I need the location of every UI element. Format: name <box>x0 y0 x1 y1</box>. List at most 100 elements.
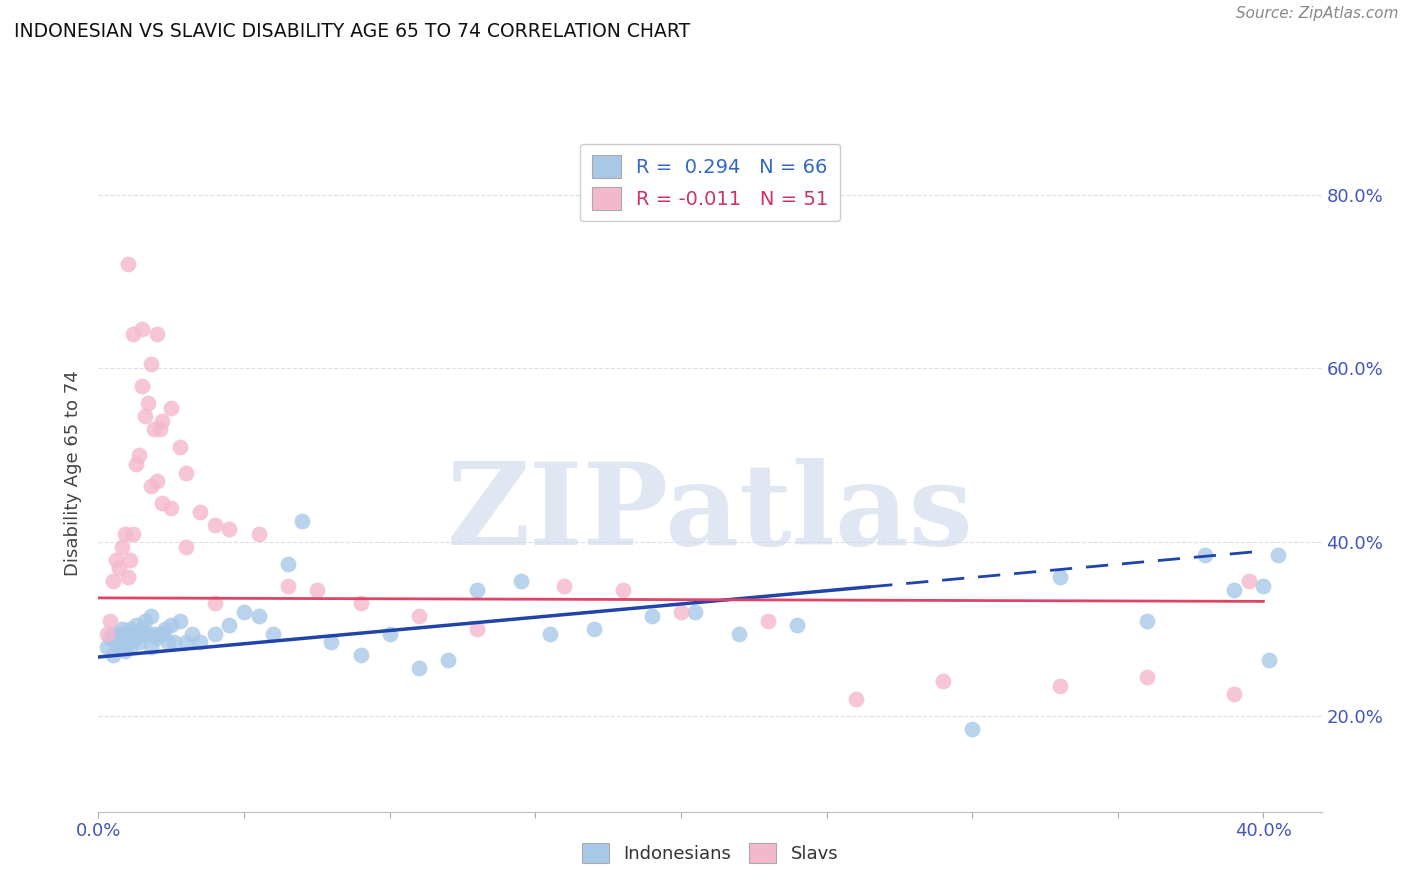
Point <box>131 379 153 393</box>
Point <box>120 622 142 636</box>
Point <box>128 626 150 640</box>
Point <box>122 526 145 541</box>
Point <box>152 496 174 510</box>
Point <box>120 640 142 654</box>
Point <box>756 614 779 628</box>
Point <box>108 561 131 575</box>
Point <box>128 635 150 649</box>
Point <box>169 614 191 628</box>
Point <box>111 540 134 554</box>
Point <box>612 583 634 598</box>
Point <box>1258 652 1281 666</box>
Point <box>128 449 150 463</box>
Point <box>1237 574 1260 589</box>
Point <box>101 648 124 663</box>
Point <box>188 635 212 649</box>
Point <box>114 644 136 658</box>
Point <box>728 626 751 640</box>
Point <box>553 579 575 593</box>
Point <box>1049 679 1071 693</box>
Point <box>509 574 531 589</box>
Point <box>408 661 430 675</box>
Point <box>117 257 139 271</box>
Point <box>96 640 118 654</box>
Point <box>125 631 148 645</box>
Point <box>160 401 183 415</box>
Point <box>247 609 270 624</box>
Point <box>134 409 156 424</box>
Point <box>277 579 299 593</box>
Point <box>104 552 127 566</box>
Point <box>152 626 174 640</box>
Point <box>305 583 328 598</box>
Legend: Indonesians, Slavs: Indonesians, Slavs <box>575 836 845 871</box>
Point <box>108 640 131 654</box>
Point <box>218 522 240 536</box>
Point <box>233 605 256 619</box>
Point <box>932 674 955 689</box>
Point <box>437 652 460 666</box>
Text: INDONESIAN VS SLAVIC DISABILITY AGE 65 TO 74 CORRELATION CHART: INDONESIAN VS SLAVIC DISABILITY AGE 65 T… <box>14 22 690 41</box>
Point <box>108 626 131 640</box>
Point <box>163 635 186 649</box>
Text: Source: ZipAtlas.com: Source: ZipAtlas.com <box>1236 6 1399 21</box>
Point <box>1136 614 1159 628</box>
Point <box>131 322 153 336</box>
Point <box>120 552 142 566</box>
Point <box>277 557 299 571</box>
Point <box>145 631 167 645</box>
Point <box>685 605 707 619</box>
Point <box>349 648 371 663</box>
Point <box>104 635 127 649</box>
Point <box>145 475 167 489</box>
Point <box>160 618 183 632</box>
Point <box>378 626 401 640</box>
Point <box>122 326 145 341</box>
Point <box>139 609 162 624</box>
Point <box>218 618 240 632</box>
Point <box>155 622 177 636</box>
Point <box>845 691 868 706</box>
Point <box>111 635 134 649</box>
Point <box>149 626 172 640</box>
Point <box>101 626 124 640</box>
Point <box>122 626 145 640</box>
Point <box>408 609 430 624</box>
Y-axis label: Disability Age 65 to 74: Disability Age 65 to 74 <box>65 370 83 575</box>
Point <box>641 609 664 624</box>
Point <box>139 479 162 493</box>
Point <box>98 631 121 645</box>
Point <box>538 626 561 640</box>
Point <box>125 457 148 471</box>
Point <box>1223 687 1246 701</box>
Point <box>142 422 165 436</box>
Point <box>582 622 605 636</box>
Point <box>1049 570 1071 584</box>
Point <box>180 626 202 640</box>
Point <box>139 640 162 654</box>
Point <box>160 500 183 515</box>
Point <box>247 526 270 541</box>
Point <box>131 622 153 636</box>
Point <box>149 422 172 436</box>
Point <box>174 466 197 480</box>
Point <box>960 722 983 736</box>
Point <box>204 517 226 532</box>
Point <box>96 626 118 640</box>
Point <box>669 605 692 619</box>
Point <box>1136 670 1159 684</box>
Point <box>188 505 212 519</box>
Point <box>786 618 808 632</box>
Point <box>174 540 197 554</box>
Point <box>142 626 165 640</box>
Point <box>117 631 139 645</box>
Point <box>204 596 226 610</box>
Point <box>204 626 226 640</box>
Point <box>136 626 159 640</box>
Point <box>101 574 124 589</box>
Point <box>111 622 134 636</box>
Point <box>1267 549 1289 563</box>
Point <box>117 635 139 649</box>
Point <box>291 514 314 528</box>
Point <box>174 635 197 649</box>
